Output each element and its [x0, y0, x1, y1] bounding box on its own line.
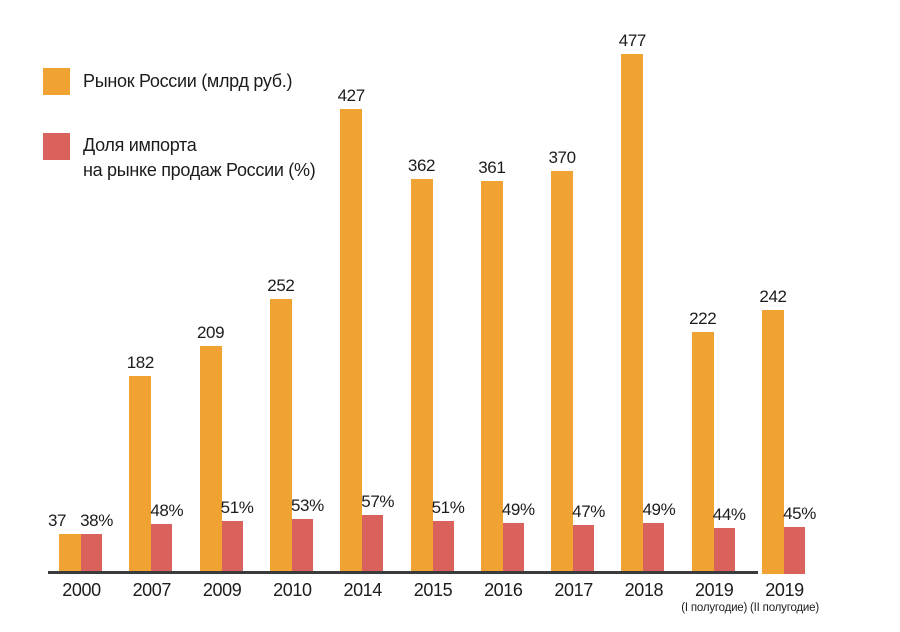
category-label: 2010 [273, 580, 312, 600]
import-share-bar [221, 520, 243, 574]
category-note: (II полугодие) [750, 602, 819, 614]
market-bar [410, 179, 433, 574]
market-value-label: 252 [267, 276, 295, 296]
category-label: 2016 [484, 580, 523, 600]
import-share-bar [784, 527, 805, 574]
import-share-bar [81, 534, 102, 574]
market-value-label: 222 [689, 309, 717, 329]
market-bar [340, 108, 363, 574]
market-bar [551, 170, 574, 574]
market-bar [129, 375, 152, 574]
import-share-label: 51% [220, 497, 254, 517]
market-legend-swatch [43, 68, 70, 95]
import-share-label: 48% [150, 501, 184, 521]
market-value-label: 362 [407, 156, 436, 176]
category-label: 2019 [694, 580, 734, 600]
market-bar [621, 54, 644, 574]
import-share-label: 53% [290, 495, 324, 515]
market-bar [762, 310, 784, 574]
import-share-bar [362, 514, 384, 574]
market-bar [480, 180, 503, 574]
category-label: 2000 [62, 580, 101, 600]
market-value-label: 361 [478, 157, 506, 177]
import-share-bar [151, 524, 173, 574]
x-axis-line [48, 571, 758, 574]
category-label: 2018 [624, 580, 664, 600]
category-label: 2019 [765, 580, 804, 600]
market-value-label: 37 [47, 510, 67, 530]
market-bar [691, 332, 714, 574]
legend-item-import-share: Доля импорта на рынке продаж России (%) [43, 133, 316, 183]
import-share-bar [643, 523, 665, 574]
import-share-label: 47% [572, 502, 606, 522]
category-label: 2009 [202, 580, 242, 600]
import-share-bar [713, 528, 735, 574]
legend-item-market: Рынок России (млрд руб.) [43, 68, 293, 95]
import-share-label: 44% [712, 505, 746, 525]
market-bar [199, 346, 222, 574]
import-share-label: 45% [783, 504, 816, 524]
category-label: 2014 [343, 580, 382, 600]
import-share-legend-line2: на рынке продаж России (%) [83, 160, 316, 180]
category-label: 2017 [554, 580, 593, 600]
import-share-label: 57% [361, 491, 395, 511]
market-bar [59, 533, 81, 574]
import-share-bar [502, 523, 524, 574]
import-share-label: 49% [642, 500, 676, 520]
category-note: (I полугодие) [681, 602, 748, 614]
market-value-label: 477 [618, 31, 647, 51]
import-share-label: 51% [431, 497, 465, 517]
market-value-label: 209 [197, 323, 225, 343]
category-label: 2015 [413, 580, 453, 600]
market-legend-label: Рынок России (млрд руб.) [83, 71, 293, 91]
market-bar [269, 299, 292, 574]
import-share-bar [573, 525, 595, 574]
market-value-label: 427 [337, 85, 366, 105]
import-share-label: 38% [80, 511, 113, 531]
market-value-label: 242 [759, 287, 787, 307]
category-label: 2007 [132, 580, 172, 600]
import-share-label: 49% [501, 500, 535, 520]
market-value-label: 370 [548, 147, 577, 167]
import-share-bar [291, 518, 313, 574]
import-share-bar [432, 520, 454, 574]
import-share-legend-label: Доля импорта на рынке продаж России (%) [83, 133, 316, 183]
import-share-legend-line1: Доля импорта [83, 135, 197, 155]
market-value-label: 182 [126, 352, 155, 372]
import-share-legend-swatch [43, 133, 70, 160]
